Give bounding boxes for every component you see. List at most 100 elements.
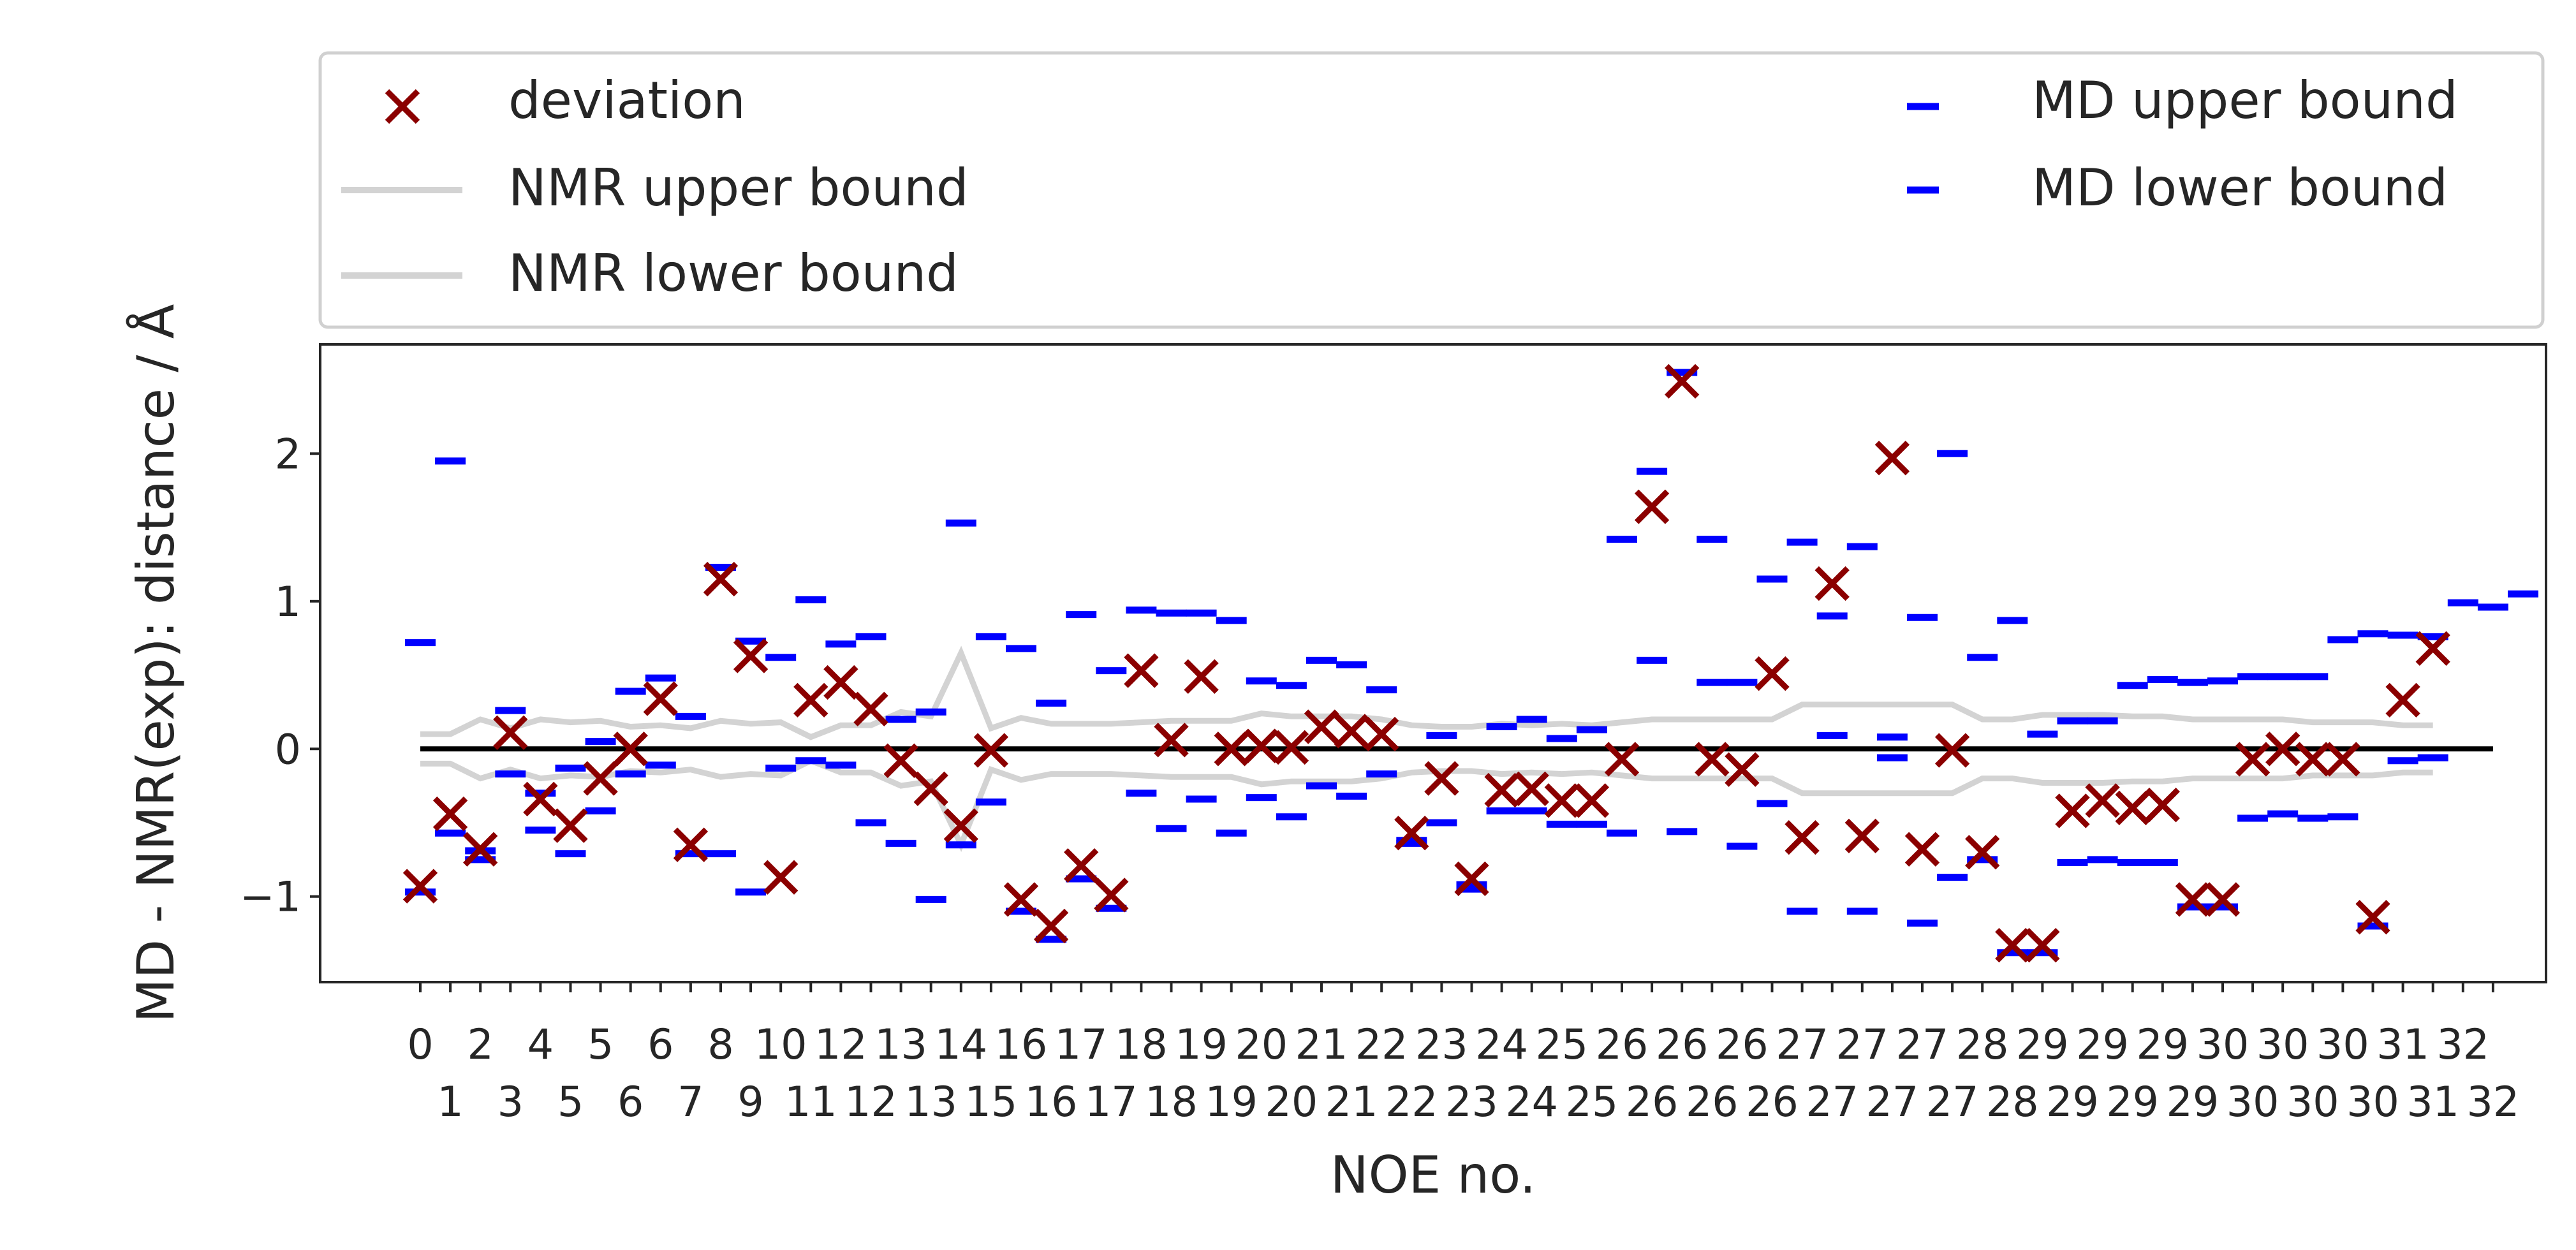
deviation-point (1334, 714, 1369, 749)
deviation-point (1995, 927, 2030, 963)
deviation-point-stroke (1544, 783, 1579, 818)
deviation-point-stroke (703, 561, 739, 597)
legend-frame (318, 51, 2545, 329)
deviation-point (2145, 788, 2180, 823)
deviation-point-stroke (673, 827, 709, 862)
x-tick-label: 16 (1025, 1078, 1078, 1126)
x-tick-label: 21 (1295, 1021, 1348, 1069)
deviation-point (523, 781, 558, 817)
x-tick-label: 28 (1956, 1021, 2009, 1069)
x-tick-label: 32 (2467, 1078, 2520, 1126)
deviation-point-stroke (2205, 882, 2241, 917)
deviation-point (703, 561, 739, 597)
deviation-point (1124, 653, 1159, 688)
deviation-point-stroke (402, 869, 438, 904)
x-tick-label: 20 (1265, 1078, 1318, 1126)
x-tick-label: 18 (1145, 1078, 1198, 1126)
deviation-point (733, 638, 769, 673)
x-tick-label: 32 (2436, 1021, 2489, 1069)
deviation-point (1454, 861, 1489, 897)
deviation-point (1785, 820, 1820, 855)
x-tick-label: 27 (1866, 1078, 1919, 1126)
x-tick-label: 11 (784, 1078, 837, 1126)
plot-area-frame (319, 343, 2547, 983)
x-tick-label: 14 (934, 1021, 987, 1069)
deviation-point-stroke (853, 691, 888, 726)
deviation-point-stroke (1695, 742, 1730, 777)
deviation-point (2415, 631, 2450, 666)
deviation-point-stroke (733, 638, 769, 673)
deviation-point (493, 715, 528, 750)
x-tick-label: 13 (904, 1078, 957, 1126)
x-tick-label: 12 (844, 1078, 897, 1126)
y-tick-label: −1 (240, 874, 301, 922)
x-tick-label: 18 (1115, 1021, 1168, 1069)
deviation-point (1814, 566, 1850, 601)
x-tick-label: 31 (2376, 1021, 2429, 1069)
deviation-point-stroke (2325, 742, 2360, 777)
deviation-point (1695, 742, 1730, 777)
deviation-point (463, 832, 498, 867)
x-tick-label: 27 (1806, 1078, 1858, 1126)
deviation-point (1154, 723, 1189, 758)
deviation-point-stroke (913, 771, 948, 806)
deviation-point-stroke (1274, 730, 1309, 765)
x-tick-label: 12 (814, 1021, 867, 1069)
x-tick-label: 0 (407, 1021, 433, 1069)
deviation-point-stroke (1634, 489, 1670, 524)
x-tick-label: 22 (1355, 1021, 1408, 1069)
deviation-point-stroke (2355, 899, 2390, 935)
x-tick-label: 30 (2256, 1021, 2309, 1069)
deviation-point (913, 771, 948, 806)
deviation-point (1094, 878, 1129, 913)
deviation-point (1484, 772, 1519, 808)
deviation-point-stroke (1725, 752, 1760, 787)
deviation-point-stroke (613, 732, 648, 767)
deviation-point-stroke (1064, 848, 1099, 883)
deviation-point (1214, 732, 1249, 767)
deviation-point-stroke (2295, 742, 2330, 777)
y-tick-label: 0 (275, 726, 301, 774)
x-tick-label: 26 (1716, 1021, 1769, 1069)
deviation-point-stroke (1033, 908, 1069, 944)
deviation-point-stroke (1514, 771, 1549, 806)
x-tick-label: 23 (1445, 1078, 1498, 1126)
deviation-point (2385, 682, 2420, 718)
md-bound-marks (405, 369, 2538, 957)
x-tick-label: 3 (497, 1078, 524, 1126)
deviation-point-stroke (943, 808, 978, 843)
deviation-point (2055, 793, 2090, 828)
deviation-point (1934, 733, 1970, 768)
deviation-point-stroke (583, 761, 618, 796)
x-tick-label: 25 (1566, 1078, 1619, 1126)
deviation-point-stroke (1934, 733, 1970, 768)
deviation-markers (402, 364, 2450, 963)
deviation-point (2205, 882, 2241, 917)
x-tick-label: 29 (2046, 1078, 2099, 1126)
deviation-point-stroke (883, 743, 918, 778)
deviation-point-stroke (1844, 818, 1880, 854)
legend-marker-deviation (385, 89, 420, 124)
deviation-point-stroke (2235, 742, 2271, 777)
deviation-point-stroke (1184, 659, 1219, 695)
deviation-point-stroke (2265, 732, 2300, 767)
deviation-point-stroke (1394, 816, 1429, 851)
deviation-point-stroke (1484, 772, 1519, 808)
x-tick-label: 29 (2167, 1078, 2219, 1126)
x-tick-label: 5 (557, 1078, 584, 1126)
x-tick-label: 30 (2316, 1021, 2369, 1069)
x-tick-label: 26 (1656, 1021, 1709, 1069)
x-tick-label: 30 (2286, 1078, 2339, 1126)
x-tick-label: 9 (737, 1078, 763, 1126)
deviation-point-stroke (432, 796, 468, 832)
x-tick-label: 31 (2406, 1078, 2459, 1126)
x-tick-label: 27 (1836, 1021, 1888, 1069)
deviation-point (1003, 882, 1039, 917)
deviation-point-stroke (2385, 682, 2420, 718)
deviation-point (2355, 899, 2390, 935)
x-tick-label: 17 (1085, 1078, 1138, 1126)
legend-label-nmr-lower: NMR lower bound (508, 244, 959, 303)
legend-label-md-lower: MD lower bound (2032, 158, 2448, 217)
deviation-point-stroke (1785, 820, 1820, 855)
